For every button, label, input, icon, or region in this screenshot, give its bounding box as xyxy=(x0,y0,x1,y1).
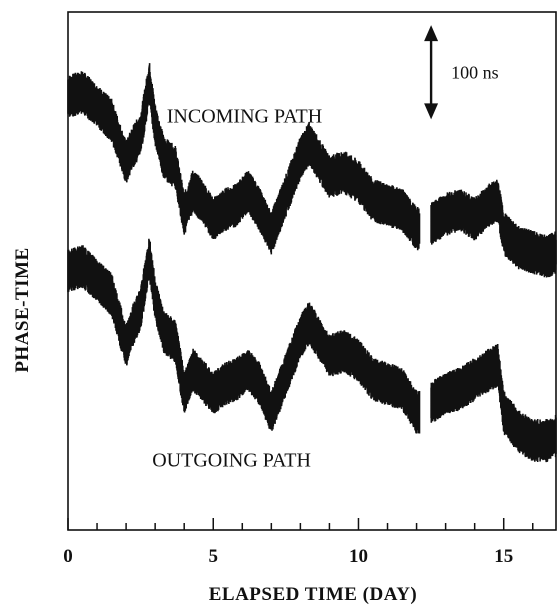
series-trace xyxy=(430,344,557,463)
plot-frame xyxy=(67,11,557,531)
x-tick-label: 5 xyxy=(208,546,218,567)
series-trace xyxy=(430,179,557,278)
arrow-down-icon xyxy=(424,103,439,120)
series-outgoing-path xyxy=(67,238,557,463)
series-trace xyxy=(67,63,421,255)
x-tick-label: 15 xyxy=(494,546,513,567)
x-tick-label: 0 xyxy=(63,546,73,567)
x-tick-labels: 0 5 10 15 xyxy=(63,546,513,567)
series-layer xyxy=(67,63,557,463)
x-axis-label: ELAPSED TIME (DAY) xyxy=(209,584,418,605)
outgoing-path-label: OUTGOING PATH xyxy=(152,449,311,471)
y-axis-label: PHASE-TIME xyxy=(12,247,33,372)
scale-bar-label: 100 ns xyxy=(451,62,499,82)
series-incoming-path xyxy=(67,63,557,278)
scale-bar xyxy=(424,25,439,120)
series-trace xyxy=(67,238,421,434)
plot-border xyxy=(67,11,557,531)
x-tick-label: 10 xyxy=(349,546,368,567)
x-axis-ticks xyxy=(67,518,534,530)
arrow-up-icon xyxy=(424,25,439,42)
incoming-path-label: INCOMING PATH xyxy=(167,106,322,128)
